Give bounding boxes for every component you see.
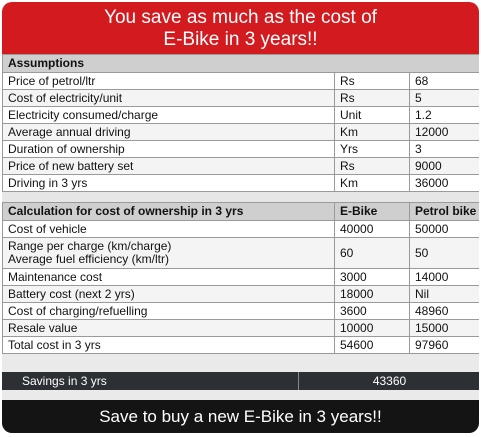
savings-label: Savings in 3 yrs bbox=[22, 374, 107, 388]
table-row: Cost of charging/refuelling 3600 48960 bbox=[2, 302, 479, 320]
ebike-column-header: E-Bike bbox=[334, 202, 410, 221]
calculation-label: Resale value bbox=[2, 319, 335, 337]
ebike-value: 3000 bbox=[334, 268, 410, 286]
table-row: Cost of vehicle 40000 50000 bbox=[2, 220, 479, 238]
petrol-value: 50000 bbox=[408, 220, 479, 238]
ebike-value: 3600 bbox=[334, 302, 410, 320]
table-row: Battery cost (next 2 yrs) 18000 Nil bbox=[2, 285, 479, 303]
calculation-label: Range per charge (km/charge) Average fue… bbox=[2, 237, 335, 269]
ebike-value: 10000 bbox=[334, 319, 410, 337]
assumption-unit: Rs bbox=[334, 157, 410, 175]
footer-banner: Save to buy a new E-Bike in 3 years!! bbox=[2, 400, 479, 433]
table-row: Cost of electricity/unit Rs 5 bbox=[2, 89, 479, 107]
ebike-value: 40000 bbox=[334, 220, 410, 238]
cost-table: Assumptions Price of petrol/ltr Rs 68 Co… bbox=[2, 54, 479, 354]
ebike-savings-card: You save as much as the cost of E-Bike i… bbox=[2, 2, 479, 433]
assumption-label: Duration of ownership bbox=[2, 140, 335, 158]
assumption-unit: Rs bbox=[334, 72, 410, 90]
petrol-value: 48960 bbox=[408, 302, 479, 320]
assumption-unit: Rs bbox=[334, 89, 410, 107]
savings-value: 43360 bbox=[298, 372, 479, 390]
table-row: Price of new battery set Rs 9000 bbox=[2, 157, 479, 175]
petrol-column-header: Petrol bike bbox=[408, 202, 479, 221]
assumption-label: Average annual driving bbox=[2, 123, 335, 141]
assumption-unit: Yrs bbox=[334, 140, 410, 158]
table-row: Maintenance cost 3000 14000 bbox=[2, 268, 479, 286]
petrol-value: 15000 bbox=[408, 319, 479, 337]
calculation-label: Maintenance cost bbox=[2, 268, 335, 286]
table-row: Resale value 10000 15000 bbox=[2, 319, 479, 337]
savings-bar: Savings in 3 yrs 43360 bbox=[2, 372, 479, 390]
ebike-value: 54600 bbox=[334, 336, 410, 354]
ebike-value: 18000 bbox=[334, 285, 410, 303]
calculation-header-row: Calculation for cost of ownership in 3 y… bbox=[2, 202, 479, 221]
assumption-unit: Km bbox=[334, 174, 410, 192]
assumption-value: 12000 bbox=[408, 123, 479, 141]
calculation-label: Total cost in 3 yrs bbox=[2, 336, 335, 354]
calculation-label: Cost of vehicle bbox=[2, 220, 335, 238]
assumption-label: Price of petrol/ltr bbox=[2, 72, 335, 90]
table-row: Electricity consumed/charge Unit 1.2 bbox=[2, 106, 479, 124]
calculation-title: Calculation for cost of ownership in 3 y… bbox=[2, 202, 335, 221]
assumption-value: 5 bbox=[408, 89, 479, 107]
petrol-value: Nil bbox=[408, 285, 479, 303]
table-row: Driving in 3 yrs Km 36000 bbox=[2, 174, 479, 192]
petrol-value: 14000 bbox=[408, 268, 479, 286]
assumption-label: Driving in 3 yrs bbox=[2, 174, 335, 192]
assumption-unit: Km bbox=[334, 123, 410, 141]
assumption-label: Cost of electricity/unit bbox=[2, 89, 335, 107]
header-line-1: You save as much as the cost of bbox=[104, 7, 377, 28]
fuel-efficiency-label: Average fuel efficiency (km/ltr) bbox=[8, 252, 169, 266]
petrol-value: 50 bbox=[408, 237, 479, 269]
assumption-value: 36000 bbox=[408, 174, 479, 192]
calculation-label: Battery cost (next 2 yrs) bbox=[2, 285, 335, 303]
assumption-unit: Unit bbox=[334, 106, 410, 124]
table-row: Price of petrol/ltr Rs 68 bbox=[2, 72, 479, 90]
assumption-value: 3 bbox=[408, 140, 479, 158]
calculation-label: Cost of charging/refuelling bbox=[2, 302, 335, 320]
table-row: Range per charge (km/charge) Average fue… bbox=[2, 237, 479, 269]
header-banner: You save as much as the cost of E-Bike i… bbox=[2, 2, 479, 54]
assumptions-header-row: Assumptions bbox=[2, 54, 479, 73]
table-row: Average annual driving Km 12000 bbox=[2, 123, 479, 141]
assumptions-title: Assumptions bbox=[2, 54, 479, 73]
header-line-2: E-Bike in 3 years!! bbox=[163, 29, 318, 50]
spacer-cell bbox=[2, 191, 479, 203]
assumption-value: 9000 bbox=[408, 157, 479, 175]
spacer-row bbox=[2, 191, 479, 203]
assumption-label: Electricity consumed/charge bbox=[2, 106, 335, 124]
ebike-value: 60 bbox=[334, 237, 410, 269]
table-row: Total cost in 3 yrs 54600 97960 bbox=[2, 336, 479, 354]
petrol-value: 97960 bbox=[408, 336, 479, 354]
range-label: Range per charge (km/charge) bbox=[8, 239, 172, 253]
table-row: Duration of ownership Yrs 3 bbox=[2, 140, 479, 158]
assumption-label: Price of new battery set bbox=[2, 157, 335, 175]
assumption-value: 1.2 bbox=[408, 106, 479, 124]
assumption-value: 68 bbox=[408, 72, 479, 90]
